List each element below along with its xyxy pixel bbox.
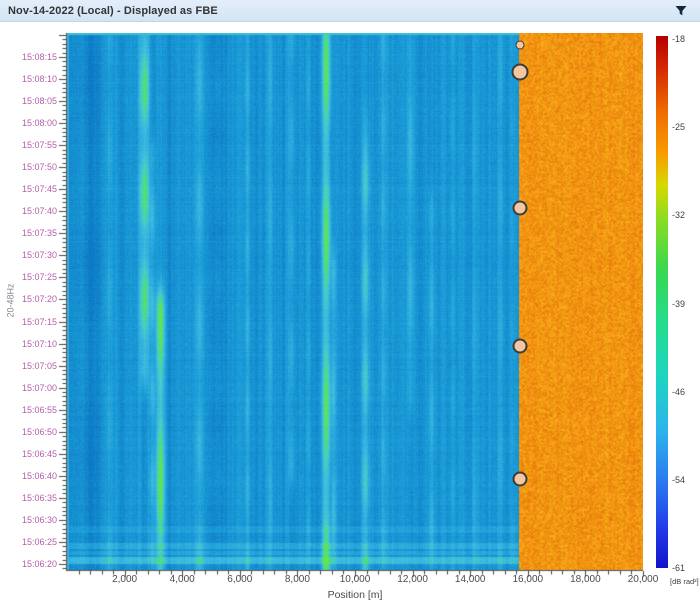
time-tick-label: 15:07:35 [21,228,57,239]
position-tick-label: 4,000 [169,574,195,585]
colorbar-tick-label: -18 [672,34,686,44]
position-tick-label: 16,000 [512,574,544,585]
time-tick-label: 15:07:30 [21,250,57,261]
time-tick-label: 15:08:10 [21,74,57,85]
time-tick-label: 15:06:55 [21,404,57,415]
position-tick-label: 10,000 [339,574,371,585]
time-axis: 15:08:15 15:08:10 15:08:05 15:08:00 15:07:55… [0,0,63,608]
time-tick-label: 15:06:40 [21,470,57,481]
time-tick-label: 15:07:10 [21,338,57,349]
time-tick-label: 15:07:20 [21,294,57,305]
colorbar [656,36,668,568]
event-marker[interactable] [511,63,529,81]
heatmap-canvas[interactable] [67,33,643,570]
filter-icon[interactable] [674,4,688,18]
time-tick-label: 15:07:15 [21,316,57,327]
colorbar-tick-label: -61 [672,563,686,573]
time-tick-label: 15:07:40 [21,206,57,217]
time-tick-label: 15:08:00 [21,118,57,129]
time-tick-label: 15:06:20 [21,558,57,569]
colorbar-tick-label: -25 [672,122,686,133]
time-tick-label: 15:07:00 [21,382,57,393]
time-tick-label: 15:07:50 [21,162,57,173]
position-tick-label: 18,000 [570,574,601,585]
colorbar-tick-label: -46 [672,386,686,397]
time-tick-label: 15:07:05 [21,360,57,371]
time-tick-label: 15:08:05 [21,96,57,107]
position-tick-label: 12,000 [397,574,428,585]
x-axis-title: Position [m] [327,589,383,601]
colorbar-gradient [656,36,668,568]
time-tick-label: 15:07:45 [21,184,57,195]
event-marker[interactable] [512,471,528,487]
position-tick-label: 8,000 [284,574,310,585]
titlebar: Nov-14-2022 (Local) - Displayed as FBE [0,0,700,22]
position-tick-label: 6,000 [227,574,253,585]
time-tick-label: 15:08:15 [21,52,57,62]
time-tick-label: 15:06:35 [21,492,57,503]
position-tick-label: 20,000 [627,574,659,585]
event-marker[interactable] [515,40,525,50]
event-marker[interactable] [512,200,528,216]
time-tick-label: 15:06:50 [21,426,57,437]
position-tick-label: 2,000 [112,574,138,585]
time-tick-label: 15:07:25 [21,272,57,283]
time-tick-label: 15:06:25 [21,536,57,547]
colorbar-tick-label: -39 [672,298,686,309]
time-tick-label: 15:06:30 [21,514,57,525]
position-tick-label: 14,000 [454,574,486,585]
colorbar-tick-label: -32 [672,210,686,221]
time-tick-label: 15:06:45 [21,448,57,459]
time-tick-label: 15:07:55 [21,140,57,151]
colorbar-unit-label: [dB rad²] [670,577,699,586]
event-marker[interactable] [512,338,528,354]
colorbar-tick-label: -54 [672,474,686,485]
band-filter-label: 20-48Hz [5,283,16,318]
